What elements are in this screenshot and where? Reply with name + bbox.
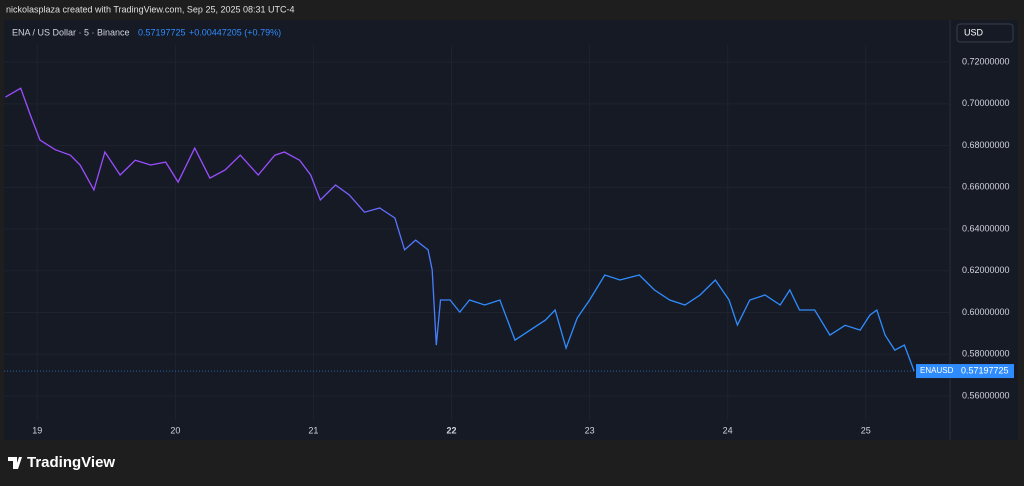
y-tick-label: 0.58000000 (962, 349, 1010, 359)
chart-area (4, 20, 1018, 440)
price-label-bg (956, 364, 1014, 379)
chart-title: ENA / US Dollar · 5 · Binance (12, 27, 130, 37)
y-tick-label: 0.68000000 (962, 140, 1010, 150)
header-change: +0.00447205 (+0.79%) (189, 27, 281, 37)
x-tick-label: 21 (308, 425, 318, 435)
y-tick-label: 0.66000000 (962, 182, 1010, 192)
price-line (5, 87, 915, 372)
brand: TradingView (27, 454, 115, 471)
y-tick-label: 0.64000000 (962, 223, 1010, 233)
series-label-bg (916, 364, 956, 379)
logo-icon (8, 457, 22, 469)
price-label: 0.57197725 (961, 365, 1009, 375)
y-tick-label: 0.70000000 (962, 98, 1010, 108)
y-tick-label: 0.62000000 (962, 265, 1010, 275)
y-tick-label: 0.56000000 (962, 390, 1010, 400)
series-name: ENAUSD (920, 366, 954, 375)
logo (8, 457, 22, 469)
x-tick-label: 25 (861, 425, 871, 435)
y-tick-label: 0.72000000 (962, 56, 1010, 66)
y-tick-label: 0.60000000 (962, 307, 1010, 317)
x-tick-label: 24 (723, 425, 733, 435)
x-tick-label: 23 (585, 425, 595, 435)
x-tick-label: 20 (170, 425, 180, 435)
x-tick-label: 19 (32, 425, 42, 435)
header-price: 0.57197725 (138, 27, 186, 37)
credit: nickolasplaza created with TradingView.c… (6, 4, 295, 14)
x-tick-label: 22 (447, 425, 457, 435)
currency[interactable]: USD (964, 27, 984, 37)
currency-button[interactable] (956, 23, 1014, 43)
